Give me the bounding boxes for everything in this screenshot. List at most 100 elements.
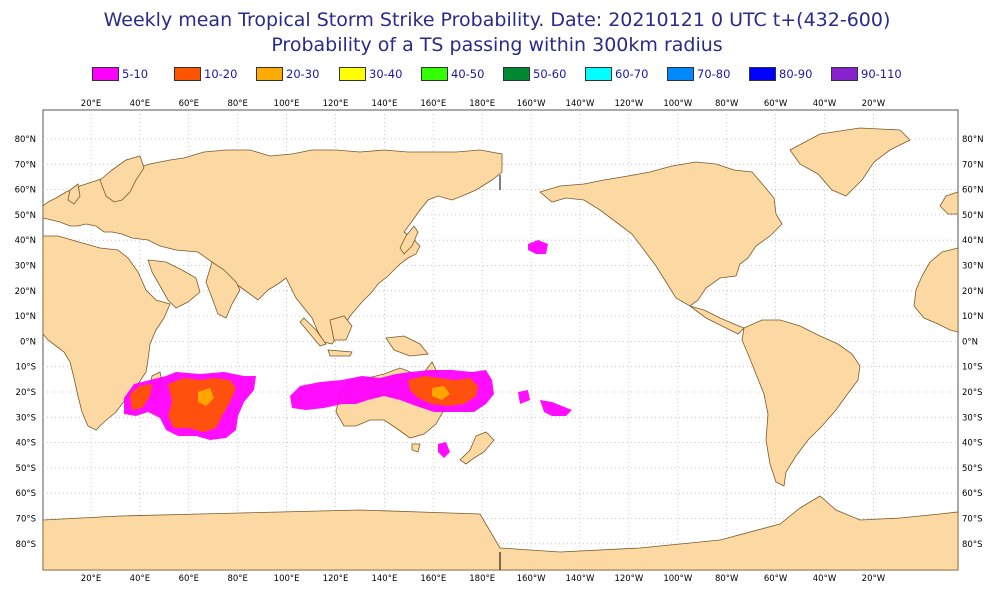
land-new-guinea	[385, 335, 429, 357]
prob-area-mascarene-peak	[198, 388, 214, 406]
legend-label: 70-80	[697, 67, 731, 81]
longitude-label: 120°W	[614, 574, 643, 584]
longitude-label: 80°W	[715, 99, 739, 109]
legend-swatch	[421, 67, 448, 81]
latitude-label: 70°N	[15, 160, 36, 170]
prob-area-fiji	[518, 390, 530, 404]
longitude-label: 60°W	[764, 574, 788, 584]
legend-item: 60-70	[585, 66, 648, 82]
longitude-label: 20°E	[81, 574, 101, 584]
land-masses	[42, 127, 959, 571]
longitude-label: 160°E	[420, 574, 446, 584]
latitude-label: 20°S	[16, 388, 36, 398]
latitude-label: 10°S	[962, 363, 982, 373]
land-scandinavia	[99, 155, 145, 203]
land-africa	[42, 235, 171, 431]
legend-label: 10-20	[204, 67, 238, 81]
legend-item: 70-80	[667, 66, 730, 82]
latitude-label: 10°N	[15, 312, 36, 322]
legend-item: 30-40	[339, 66, 402, 82]
legend-item: 40-50	[421, 66, 484, 82]
land-iberia-edge	[939, 191, 959, 215]
latitude-label: 40°S	[16, 439, 36, 449]
land-north-america	[539, 161, 783, 307]
legend-swatch	[749, 67, 776, 81]
map-title: Weekly mean Tropical Storm Strike Probab…	[103, 9, 891, 31]
legend-item: 80-90	[749, 66, 812, 82]
longitude-label: 40°W	[813, 99, 837, 109]
latitude-label: 60°S	[16, 489, 36, 499]
latitude-label: 60°N	[15, 186, 36, 196]
legend-swatch	[585, 67, 612, 81]
legend-label: 5-10	[122, 67, 149, 81]
land-japan	[399, 225, 419, 255]
legend-swatch	[667, 67, 694, 81]
legend-item: 10-20	[174, 66, 237, 82]
longitude-label: 40°E	[130, 99, 150, 109]
latitude-label: 80°S	[16, 540, 36, 550]
longitude-label: 60°W	[764, 99, 788, 109]
longitude-label: 180°E	[469, 99, 495, 109]
land-british-isles	[67, 183, 81, 205]
longitude-label: 60°E	[179, 574, 199, 584]
latitude-label: 40°N	[962, 236, 983, 246]
land-tasmania	[411, 443, 421, 453]
latitude-label: 40°N	[15, 236, 36, 246]
latitude-label: 50°N	[962, 211, 983, 221]
longitude-label: 120°E	[323, 99, 349, 109]
longitude-label: 120°E	[323, 574, 349, 584]
longitude-label: 80°E	[227, 99, 247, 109]
longitude-label: 120°W	[614, 99, 643, 109]
land-east-atlantic-edge	[913, 247, 959, 333]
longitude-label: 20°E	[81, 99, 101, 109]
probability-fields	[124, 240, 572, 458]
longitude-label: 40°E	[130, 574, 150, 584]
land-south-america	[741, 319, 861, 487]
longitude-label: 100°W	[663, 574, 692, 584]
land-borneo	[329, 315, 353, 341]
longitude-label: 160°W	[517, 574, 546, 584]
longitude-label: 100°E	[274, 99, 300, 109]
latitude-label: 10°N	[962, 312, 983, 322]
latitude-label: 80°N	[15, 135, 36, 145]
longitude-label: 60°E	[179, 99, 199, 109]
latitude-label: 20°N	[962, 287, 983, 297]
legend-swatch	[174, 67, 201, 81]
latitude-label: 20°S	[962, 388, 982, 398]
legend-item: 90-110	[831, 66, 902, 82]
legend-item: 5-10	[92, 66, 148, 82]
longitude-label: 100°E	[274, 574, 300, 584]
prob-area-hawaii	[528, 240, 548, 254]
latitude-label: 70°S	[962, 515, 982, 525]
prob-area-mascarene-core	[168, 378, 236, 432]
latitude-label: 60°N	[962, 186, 983, 196]
latitude-label: 50°S	[16, 464, 36, 474]
land-antarctica	[42, 495, 959, 571]
legend-swatch	[339, 67, 366, 81]
legend-label: 30-40	[369, 67, 403, 81]
legend-item: 20-30	[256, 66, 319, 82]
legend-swatch	[503, 67, 530, 81]
latitude-label: 0°N	[20, 337, 36, 347]
longitude-label: 140°E	[371, 574, 397, 584]
legend-swatch	[831, 67, 858, 81]
legend-label: 40-50	[451, 67, 485, 81]
longitude-label: 140°W	[566, 574, 595, 584]
land-arabia	[147, 259, 201, 309]
legend-swatch	[92, 67, 119, 81]
latitude-label: 20°N	[15, 287, 36, 297]
prob-area-tasman	[438, 442, 450, 458]
latitude-label: 70°N	[962, 160, 983, 170]
map-subtitle: Probability of a TS passing within 300km…	[271, 34, 723, 56]
latitude-label: 30°N	[15, 262, 36, 272]
latitude-label: 60°S	[962, 489, 982, 499]
latitude-label: 80°N	[962, 135, 983, 145]
longitude-label: 80°E	[227, 574, 247, 584]
legend-label: 60-70	[615, 67, 649, 81]
land-new-zealand	[459, 431, 495, 465]
longitude-label: 100°W	[663, 99, 692, 109]
land-eurasia	[42, 149, 503, 345]
latitude-label: 70°S	[16, 515, 36, 525]
latitude-label: 30°N	[962, 262, 983, 272]
